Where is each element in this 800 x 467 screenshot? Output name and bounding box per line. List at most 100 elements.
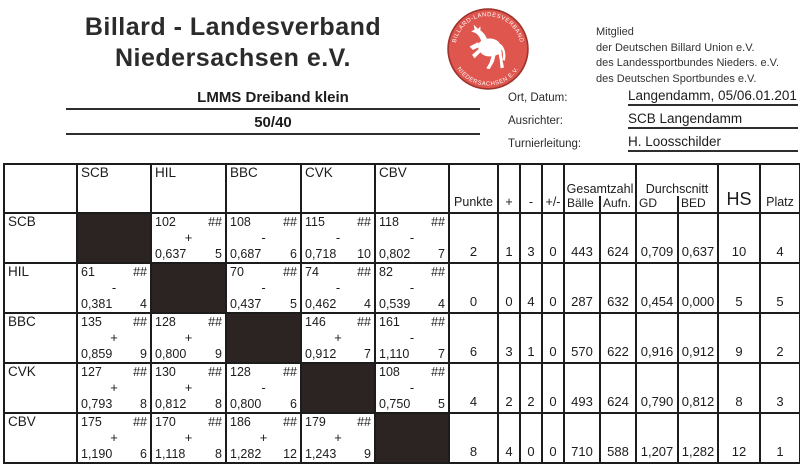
matchup-bottom-line: 0,812 8 [153,397,224,411]
average-value: 1,282 [230,447,262,461]
balls-value: 128 [230,365,251,379]
matchup-cell: 161 ## - 1,110 7 [374,312,450,364]
info-row-turnierleitung: Turnierleitung: H. Loosschilder [508,134,800,152]
matchup-bottom-line: 1,110 7 [377,347,447,361]
matchup-top-line: 108 ## [228,215,299,229]
matchup-cell: 127 ## +0,793 8 [76,362,152,414]
col-head-plusminus: +/- [541,163,565,214]
matchup-content: 127 ## +0,793 8 [79,365,149,411]
matchup-bottom-line: 0,718 10 [303,247,373,261]
stat-aufn: 622 [598,312,638,364]
matchup-content: 118 ## - 0,802 7 [377,215,447,261]
win-loss-sign: - [409,280,415,295]
matchup-cell: 108 ## - 0,750 5 [374,362,450,414]
diagonal-blocked-cell [76,212,152,264]
balls-value: 108 [379,365,400,379]
stat-plus: 1 [497,212,521,264]
matchup-top-line: 102 ## [153,215,224,229]
average-value: 1,243 [305,447,337,461]
col-head-platz: Platz [759,163,800,214]
win-loss-sign: + [110,380,118,395]
membership-line: des Landessportbundes Nieders. e.V. [596,57,780,69]
turnierleitung-value: H. Loosschilder [628,134,798,152]
stat-platz: 3 [759,362,800,414]
balls-value: 146 [305,315,326,329]
info-row-ausrichter: Ausrichter: SCB Langendamm [508,111,800,129]
matchup-cell: 74 ## - 0,462 4 [300,262,376,314]
hidden-aufnahmen-marks: ## [133,365,147,379]
balls-value: 61 [81,265,95,279]
matchup-bottom-line: 0,687 6 [228,247,299,261]
average-value: 0,859 [81,347,113,361]
hidden-aufnahmen-marks: ## [208,415,222,429]
col-head-minus: - [519,163,543,214]
hidden-aufnahmen-marks: ## [357,415,371,429]
highest-run-value: 4 [140,297,147,311]
diagonal-blocked-cell [374,412,450,464]
hidden-aufnahmen-marks: ## [283,215,297,229]
stat-baelle: 710 [563,412,601,464]
stat-plus: 0 [497,262,521,314]
ausrichter-value: SCB Langendamm [628,111,798,129]
matchup-cell: 118 ## - 0,802 7 [374,212,450,264]
stat-plusminus: 0 [541,212,565,264]
matchup-content: 115 ## - 0,718 10 [303,215,373,261]
stat-plus: 2 [497,362,521,414]
col-head-hs: HS [717,163,762,214]
col-head-punkte: Punkte [448,163,499,214]
stat-platz: 2 [759,312,800,364]
balls-value: 161 [379,315,400,329]
matchup-bottom-line: 0,437 5 [228,297,299,311]
matchup-content: 128 ## - 0,800 6 [228,365,299,411]
balls-value: 186 [230,415,251,429]
stat-minus: 1 [519,312,543,364]
hidden-aufnahmen-marks: ## [283,415,297,429]
matchup-content: 161 ## - 1,110 7 [377,315,447,361]
association-title: Billard - Landesverband Niedersachsen e.… [35,12,431,74]
average-value: 1,118 [155,447,186,461]
matchup-cell: 130 ## +0,812 8 [150,362,227,414]
col-head-plus: + [497,163,521,214]
stat-punkte: 0 [448,262,499,314]
event-discipline-limit: 50/40 [66,110,480,135]
stat-hs: 9 [717,312,762,364]
matchup-cell: 146 ## +0,912 7 [300,312,376,364]
average-value: 0,800 [230,397,262,411]
matchup-bottom-line: 1,118 8 [153,447,224,461]
highest-run-value: 4 [364,297,371,311]
win-loss-sign: - [261,380,266,395]
matchup-content: 128 ## +0,800 9 [153,315,224,361]
balls-value: 108 [230,215,251,229]
win-loss-sign: + [334,430,342,445]
matchup-content: 186 ## +1,282 12 [228,415,299,461]
stat-gd: 0,790 [635,362,680,414]
ort-datum-label: Ort, Datum: [508,92,568,104]
stat-aufn: 632 [598,262,638,314]
diagonal-blocked-cell [300,362,376,414]
win-loss-sign: + [184,330,193,345]
table-row: CVK 127 ## +0,793 8 130 ## +0,812 8 128 ## -0,800 6 1… [3,362,800,414]
stat-punkte: 2 [448,212,499,264]
hidden-aufnahmen-marks: ## [283,265,297,279]
hidden-aufnahmen-marks: ## [208,315,222,329]
stat-plus: 4 [497,412,521,464]
stat-plus: 3 [497,312,521,364]
stat-minus: 3 [519,212,543,264]
turnierleitung-label: Turnierleitung: [508,138,582,150]
matchup-bottom-line: 0,912 7 [303,347,373,361]
highest-run-value: 6 [290,247,297,261]
header-row-2: Bälle Aufn. GD BED [4,196,800,214]
title-line-1: Billard - Landesverband [84,13,382,41]
matchup-top-line: 127 ## [79,365,149,379]
average-value: 0,793 [81,397,113,411]
stat-bed: 0,912 [677,312,720,364]
row-team-label: BBC [3,312,78,364]
membership-line: Mitglied [596,26,634,38]
stat-baelle: 570 [563,312,601,364]
matchup-cell: 179 ## +1,243 9 [300,412,376,464]
balls-value: 74 [305,265,319,279]
matchup-bottom-line: 0,802 7 [377,247,447,261]
corner-cell [3,163,78,214]
matchup-bottom-line: 1,282 12 [228,447,299,461]
